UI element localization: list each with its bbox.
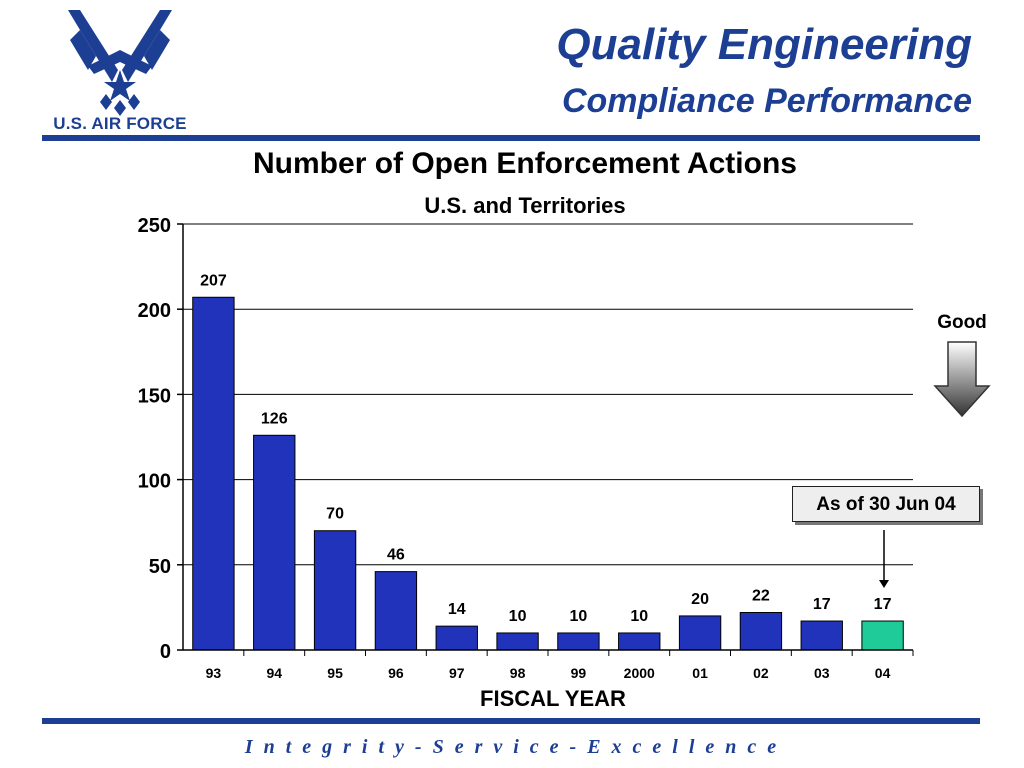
data-label: 10	[630, 608, 648, 625]
y-tick-label: 0	[160, 641, 171, 663]
x-tick-label: 03	[814, 665, 830, 681]
x-tick-label: 99	[571, 665, 587, 681]
y-tick-label: 50	[149, 556, 171, 578]
good-label: Good	[937, 312, 987, 333]
bar-2000	[618, 632, 661, 651]
data-label: 17	[813, 596, 831, 613]
x-tick-label: 01	[692, 665, 708, 681]
air-force-logo-icon	[68, 10, 172, 116]
bar-95	[313, 530, 357, 651]
x-tick-label: 2000	[624, 665, 655, 681]
bottom-divider	[42, 718, 980, 724]
data-label: 10	[509, 608, 527, 625]
x-tick-label: 04	[875, 665, 891, 681]
data-label: 46	[387, 547, 405, 564]
as-of-annotation: As of 30 Jun 04	[792, 486, 980, 522]
x-tick-label: 02	[753, 665, 769, 681]
bar-99	[557, 632, 600, 651]
page-title: Quality Engineering	[556, 20, 972, 69]
bar-93	[192, 296, 235, 651]
bar-02	[739, 612, 783, 651]
down-arrow-icon	[933, 341, 991, 418]
data-label: 17	[874, 596, 892, 613]
x-tick-label: 95	[327, 665, 343, 681]
y-tick-label: 250	[138, 215, 171, 237]
data-label: 22	[752, 588, 770, 605]
data-label: 14	[448, 601, 466, 618]
data-label: 20	[691, 591, 709, 608]
as-of-pointer-head	[879, 580, 889, 588]
bar-97	[435, 625, 478, 651]
x-tick-label: 94	[266, 665, 282, 681]
bar-98	[496, 632, 539, 651]
page-subtitle: Compliance Performance	[561, 82, 972, 120]
bar-01	[678, 615, 722, 651]
x-axis-label: FISCAL YEAR	[480, 686, 626, 711]
data-label: 126	[261, 410, 288, 427]
x-tick-label: 96	[388, 665, 404, 681]
x-tick-label: 98	[510, 665, 526, 681]
data-label: 207	[200, 272, 227, 289]
x-tick-label: 93	[206, 665, 222, 681]
y-tick-label: 100	[138, 471, 171, 493]
y-tick-label: 200	[138, 300, 171, 322]
bar-03	[800, 620, 843, 651]
x-tick-label: 97	[449, 665, 465, 681]
data-label: 70	[326, 506, 344, 523]
y-tick-label: 150	[138, 385, 171, 407]
chart-title: Number of Open Enforcement Actions	[253, 147, 797, 180]
bar-96	[374, 571, 418, 651]
chart-subtitle: U.S. and Territories	[424, 193, 625, 218]
top-divider	[42, 135, 980, 141]
logo-text: U.S. AIR FORCE	[53, 114, 187, 133]
bar-04	[861, 620, 904, 651]
data-label: 10	[570, 608, 588, 625]
bar-94	[253, 434, 296, 651]
footer-motto: I n t e g r i t y - S e r v i c e - E x …	[244, 736, 780, 758]
